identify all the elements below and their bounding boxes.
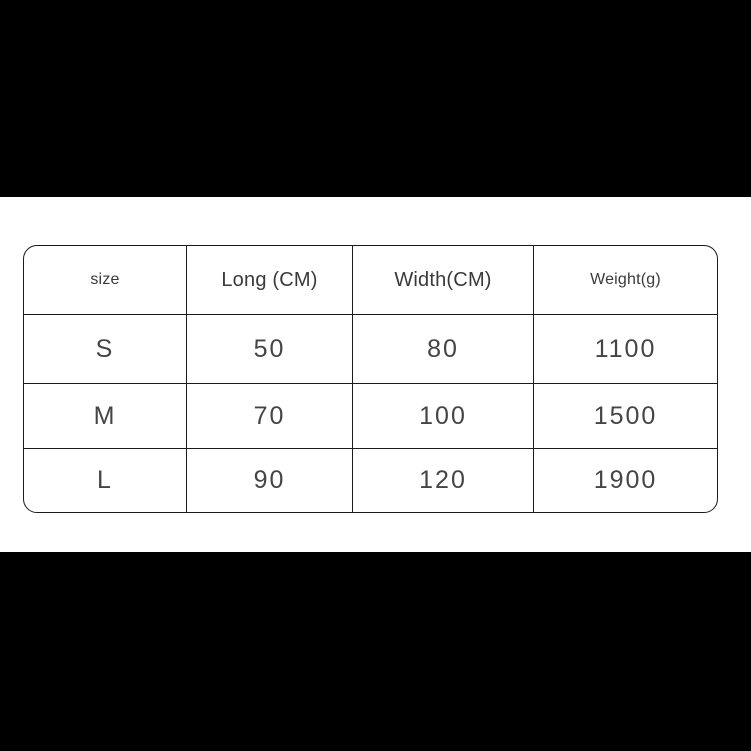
letterbox-bottom xyxy=(0,552,751,751)
cell-weight-m: 1500 xyxy=(533,383,717,448)
cell-size-s: S xyxy=(24,314,186,383)
cell-long-l: 90 xyxy=(186,448,352,512)
column-header-size: size xyxy=(90,271,120,288)
cell-long-s: 50 xyxy=(186,314,352,383)
cell-size-l: L xyxy=(24,448,186,512)
column-header-weight: Weight(g) xyxy=(533,246,717,314)
cell-width-s: 80 xyxy=(352,314,533,383)
size-chart-table: size Long (CM) Width(CM) Weight(g) S 50 … xyxy=(23,245,718,513)
column-header-long: Long (CM) xyxy=(186,246,352,314)
cell-long-m: 70 xyxy=(186,383,352,448)
cell-width-l: 120 xyxy=(352,448,533,512)
cell-weight-s: 1100 xyxy=(533,314,717,383)
cell-width-m: 100 xyxy=(352,383,533,448)
size-chart-image: size Long (CM) Width(CM) Weight(g) S 50 … xyxy=(0,197,751,552)
cell-weight-l: 1900 xyxy=(533,448,717,512)
letterbox-top xyxy=(0,0,751,197)
column-header-width: Width(CM) xyxy=(352,246,533,314)
cell-size-m: M xyxy=(24,383,186,448)
